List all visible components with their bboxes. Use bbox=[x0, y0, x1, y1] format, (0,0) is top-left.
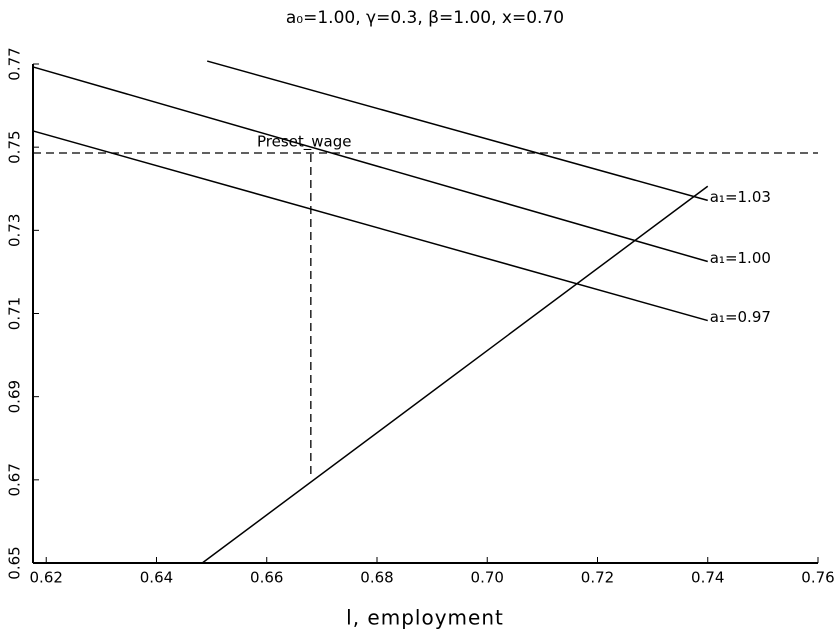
line bbox=[32, 66, 708, 263]
x-axis-label: l, employment bbox=[346, 606, 504, 630]
x-tick-label: 0.62 bbox=[30, 569, 63, 587]
line bbox=[206, 60, 708, 202]
y-tick-label: 0.73 bbox=[6, 214, 24, 247]
series-label: a₁=1.03 bbox=[710, 188, 771, 206]
y-tick-label: 0.65 bbox=[6, 546, 24, 579]
line bbox=[32, 130, 708, 322]
x-tick-label: 0.68 bbox=[360, 569, 393, 587]
x-tick-label: 0.76 bbox=[801, 569, 834, 587]
y-tick-label: 0.71 bbox=[6, 297, 24, 330]
x-tick-label: 0.66 bbox=[250, 569, 283, 587]
x-tick-label: 0.70 bbox=[471, 569, 504, 587]
series-label: a₁=0.97 bbox=[710, 308, 771, 326]
reference-label: Preset_wage bbox=[257, 132, 351, 151]
line bbox=[201, 185, 709, 564]
y-tick-label: 0.69 bbox=[6, 380, 24, 413]
chart-title: a₀=1.00, γ=0.3, β=1.00, x=0.70 bbox=[286, 8, 564, 28]
x-tick-label: 0.64 bbox=[140, 569, 173, 587]
y-tick-label: 0.77 bbox=[6, 47, 24, 80]
y-tick-label: 0.67 bbox=[6, 463, 24, 496]
y-tick-label: 0.75 bbox=[6, 130, 24, 163]
series-label: a₁=1.00 bbox=[710, 249, 771, 267]
x-tick-label: 0.72 bbox=[581, 569, 614, 587]
x-tick-label: 0.74 bbox=[691, 569, 724, 587]
